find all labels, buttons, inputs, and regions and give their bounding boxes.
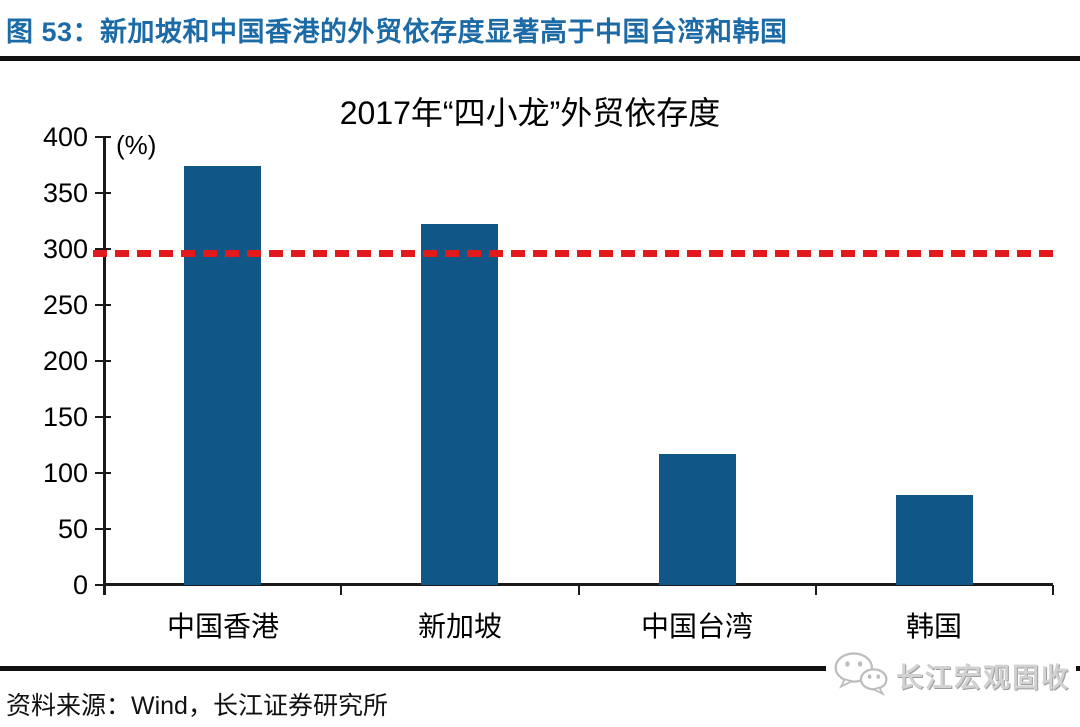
- y-axis-tick: [95, 136, 111, 138]
- x-axis-category-label: 新加坡: [417, 611, 502, 642]
- bar: [184, 166, 261, 585]
- y-axis-tick: [95, 360, 111, 362]
- y-axis-tick-label: 350: [42, 178, 88, 208]
- y-axis-tick-label: 100: [42, 458, 88, 488]
- y-axis-tick: [95, 528, 111, 530]
- x-axis-tick: [340, 585, 343, 595]
- y-axis-tick-label: 50: [57, 514, 88, 544]
- y-axis-line: [103, 137, 106, 595]
- wechat-icon: [832, 650, 890, 701]
- title-divider: [0, 56, 1080, 61]
- y-axis-tick: [95, 304, 111, 306]
- x-axis-tick: [814, 585, 817, 595]
- bar: [659, 454, 736, 585]
- x-axis-category-label: 韩国: [905, 611, 962, 642]
- y-axis-tick-label: 400: [42, 122, 88, 152]
- y-axis-unit-label: (%): [116, 130, 157, 160]
- y-axis-tick: [95, 416, 111, 418]
- y-axis-tick: [95, 192, 111, 194]
- figure-caption: 图 53：新加坡和中国香港的外贸依存度显著高于中国台湾和韩国: [6, 17, 788, 47]
- x-axis-tick: [103, 585, 105, 595]
- bar: [421, 224, 498, 585]
- y-axis-tick: [95, 248, 111, 250]
- x-axis-category-label: 中国台湾: [640, 611, 753, 642]
- x-axis-line: [103, 583, 1053, 586]
- x-axis-tick: [577, 585, 580, 595]
- chart-title: 2017年“四小龙”外贸依存度: [339, 95, 721, 131]
- bar: [896, 495, 973, 585]
- source-note: 资料来源：Wind，长江证券研究所: [6, 692, 388, 720]
- y-axis-tick: [95, 472, 111, 474]
- y-axis-tick-label: 200: [42, 346, 88, 376]
- y-axis-tick-label: 150: [42, 402, 88, 432]
- watermark: 长江宏观固收: [826, 645, 1076, 705]
- y-axis-tick-label: 250: [42, 290, 88, 320]
- reference-line: [93, 250, 1057, 257]
- y-axis-tick-label: 0: [72, 570, 88, 600]
- x-axis-category-label: 中国香港: [166, 611, 279, 642]
- x-axis-tick: [1052, 585, 1054, 595]
- watermark-text: 长江宏观固收: [896, 662, 1070, 693]
- footer-divider: [0, 666, 1080, 671]
- y-axis-tick-label: 300: [42, 234, 88, 264]
